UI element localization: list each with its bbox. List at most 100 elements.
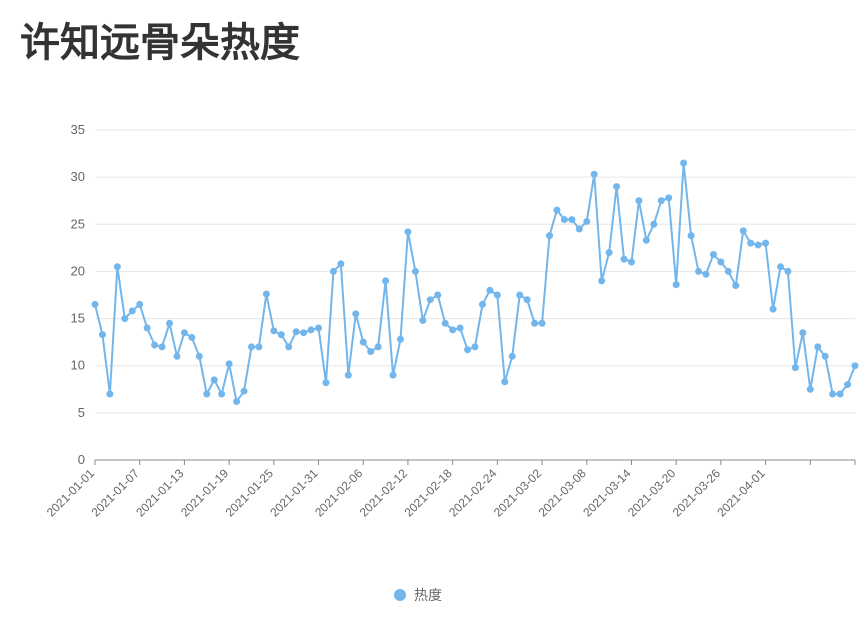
data-point: [136, 301, 143, 308]
data-point: [144, 325, 151, 332]
y-tick-label: 30: [71, 169, 85, 184]
data-point: [285, 343, 292, 350]
data-point: [650, 221, 657, 228]
data-point: [352, 310, 359, 317]
data-point: [188, 334, 195, 341]
data-point: [635, 197, 642, 204]
data-point: [837, 391, 844, 398]
data-point: [710, 251, 717, 258]
data-point: [568, 216, 575, 223]
data-point: [203, 391, 210, 398]
data-point: [472, 343, 479, 350]
data-point: [151, 341, 158, 348]
data-point: [509, 353, 516, 360]
data-point: [449, 326, 456, 333]
data-point: [196, 353, 203, 360]
data-point: [822, 353, 829, 360]
data-point: [546, 232, 553, 239]
data-point: [598, 277, 605, 284]
y-tick-label: 10: [71, 358, 85, 373]
data-point: [494, 292, 501, 299]
data-point: [270, 327, 277, 334]
y-tick-label: 0: [78, 452, 85, 467]
data-point: [755, 242, 762, 249]
data-point: [337, 260, 344, 267]
data-point: [241, 388, 248, 395]
data-point: [367, 348, 374, 355]
data-point: [345, 372, 352, 379]
data-point: [702, 271, 709, 278]
data-point: [844, 381, 851, 388]
data-point: [322, 379, 329, 386]
data-point: [613, 183, 620, 190]
data-point: [658, 197, 665, 204]
data-point: [464, 346, 471, 353]
data-point: [278, 331, 285, 338]
data-point: [419, 317, 426, 324]
y-tick-label: 5: [78, 405, 85, 420]
data-point: [457, 325, 464, 332]
legend-label: 热度: [414, 587, 442, 603]
data-point: [524, 296, 531, 303]
data-point: [382, 277, 389, 284]
data-point: [606, 249, 613, 256]
data-point: [315, 325, 322, 332]
data-point: [375, 343, 382, 350]
data-point: [740, 227, 747, 234]
data-point: [255, 343, 262, 350]
data-point: [99, 331, 106, 338]
data-point: [308, 326, 315, 333]
data-point: [166, 320, 173, 327]
chart-title: 许知远骨朵热度: [20, 10, 300, 68]
y-tick-label: 20: [71, 263, 85, 278]
data-point: [233, 398, 240, 405]
data-point: [412, 268, 419, 275]
data-point: [628, 259, 635, 266]
data-point: [732, 282, 739, 289]
data-point: [479, 301, 486, 308]
data-point: [442, 320, 449, 327]
data-point: [106, 391, 113, 398]
data-point: [852, 362, 859, 369]
data-point: [829, 391, 836, 398]
data-point: [427, 296, 434, 303]
data-point: [360, 339, 367, 346]
y-tick-label: 35: [71, 122, 85, 137]
data-point: [501, 378, 508, 385]
data-point: [248, 343, 255, 350]
data-point: [531, 320, 538, 327]
data-point: [814, 343, 821, 350]
data-point: [673, 281, 680, 288]
data-point: [397, 336, 404, 343]
data-point: [591, 171, 598, 178]
data-point: [777, 263, 784, 270]
data-point: [799, 329, 806, 336]
y-tick-label: 25: [71, 216, 85, 231]
data-point: [218, 391, 225, 398]
data-point: [583, 218, 590, 225]
data-point: [263, 291, 270, 298]
data-point: [516, 292, 523, 299]
chart-container: 051015202530352021-01-012021-01-072021-0…: [0, 110, 865, 620]
data-point: [695, 268, 702, 275]
legend-marker: [394, 589, 406, 601]
data-point: [404, 228, 411, 235]
data-point: [434, 292, 441, 299]
data-point: [665, 194, 672, 201]
data-point: [621, 256, 628, 263]
data-point: [486, 287, 493, 294]
data-point: [129, 308, 136, 315]
data-point: [680, 160, 687, 167]
data-point: [807, 386, 814, 393]
data-point: [226, 360, 233, 367]
data-point: [114, 263, 121, 270]
data-point: [717, 259, 724, 266]
data-point: [784, 268, 791, 275]
data-point: [159, 343, 166, 350]
data-point: [330, 268, 337, 275]
x-tick-label: 2021-04-01: [714, 466, 768, 520]
data-point: [390, 372, 397, 379]
data-point: [576, 226, 583, 233]
data-point: [762, 240, 769, 247]
data-point: [539, 320, 546, 327]
